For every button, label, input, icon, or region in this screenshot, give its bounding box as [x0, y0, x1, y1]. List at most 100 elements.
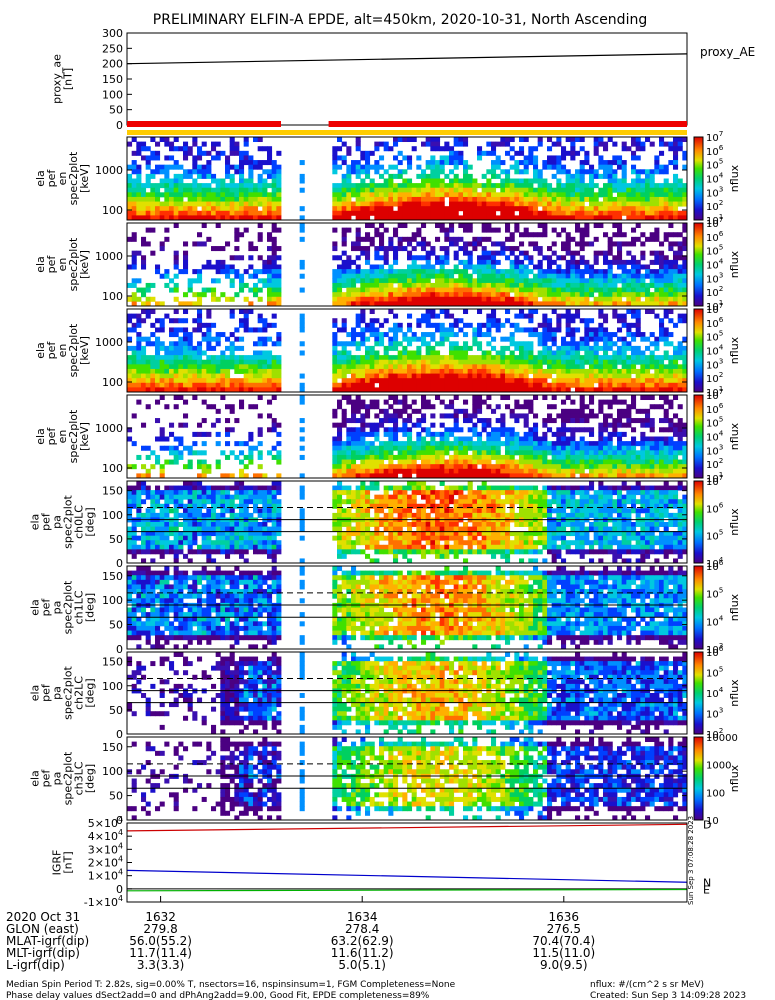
colorbar-tick-label: 107: [706, 387, 723, 402]
colorbar-tick-label: 102: [706, 284, 723, 299]
y-axis-label-line: pef: [40, 769, 53, 788]
colorbar-tick-label: 101: [706, 384, 723, 399]
y-tick-label: 1000: [95, 250, 123, 263]
y-axis-label-line: ela: [34, 256, 47, 273]
colorbar-tick-label: 103: [706, 270, 723, 285]
y-axis-label-line: pef: [45, 427, 58, 446]
series-line: [126, 888, 688, 892]
y-axis-label-line: IGRF: [51, 850, 64, 876]
colorbar-label: nflux: [728, 164, 741, 192]
colorbar-label: nflux: [728, 508, 741, 536]
plot-title: PRELIMINARY ELFIN-A EPDE, alt=450km, 202…: [153, 12, 647, 28]
colorbar-tick-label: 105: [706, 528, 723, 543]
panel-frame: [126, 222, 688, 307]
y-axis-label-line: [deg]: [84, 593, 97, 622]
y-axis-label-line: pef: [45, 169, 58, 188]
x-row-value: 11.5(11.0): [532, 946, 595, 960]
x-row-value: 56.0(55.2): [129, 934, 192, 948]
colorbar-tick-label: 104: [706, 429, 724, 444]
panel-frame: [126, 736, 688, 821]
y-axis-label-line: ch2LC: [73, 676, 86, 710]
y-tick-label: 150: [102, 73, 123, 86]
colorbar-tick-label: 1000: [706, 761, 731, 772]
colorbar-tick-label: 102: [706, 726, 723, 741]
y-axis-label-line: ela: [29, 599, 42, 616]
colorbar-tick-label: 107: [706, 129, 723, 144]
y-axis-label-line: ela: [34, 170, 47, 187]
y-axis-label-igrf: IGRF[nT]: [51, 850, 75, 876]
colorbar-tick-label: 104: [706, 555, 724, 570]
x-row-value: 1632: [145, 910, 176, 924]
colorbar-tick-label: 104: [706, 257, 724, 272]
y-axis-label-line: spec2plot: [67, 237, 80, 291]
y-tick-label: 50: [109, 790, 123, 803]
y-tick-label: 3×104: [88, 841, 123, 856]
y-tick-label: 100: [102, 680, 123, 693]
x-row-value: 9.0(9.5): [540, 958, 588, 972]
footer-units: nflux: #/(cm^2 s sr MeV): [590, 980, 704, 990]
panel-frame: [126, 308, 688, 393]
series-line: [126, 53, 688, 65]
footer-created: Created: Sun Sep 3 14:09:28 2023: [590, 991, 746, 1000]
x-row-value: 3.3(3.3): [137, 958, 185, 972]
y-tick-label: 150: [102, 485, 123, 498]
colorbar-strip: [693, 480, 704, 564]
y-axis-label-line: ela: [29, 770, 42, 787]
x-row-value: 11.6(11.2): [331, 946, 394, 960]
panel-frame: [126, 822, 688, 903]
colorbar-pa2: 102 103 104 105 106 nflux: [693, 644, 741, 741]
y-tick-label: 0: [116, 883, 123, 896]
y-axis-label-line: ela: [34, 342, 47, 359]
footer: Median Spin Period T: 2.82s, sig=0.00% T…: [6, 980, 746, 1000]
y-axis-label-line: [keV]: [78, 250, 91, 279]
colorbar-tick-label: 106: [706, 229, 724, 244]
colorbar-tick-label: 103: [706, 706, 723, 721]
y-tick-label: 0: [116, 814, 123, 827]
y-axis-label-line: pef: [40, 512, 53, 531]
y-tick-label: 0: [116, 557, 123, 570]
x-row-label: GLON (east): [6, 922, 79, 936]
footer-line2: Phase delay values dSect2add=0 and dPhAn…: [6, 991, 430, 1000]
colorbar-strip: [693, 736, 704, 821]
y-tick-label: 1000: [95, 336, 123, 349]
status-bars: [127, 121, 687, 135]
panel-en1: elapefenspec2plot[keV]100100010110210310…: [34, 129, 741, 227]
colorbar-tick-label: 101: [706, 470, 723, 485]
colorbar-strip: [693, 136, 704, 221]
y-axis-label-line: en: [56, 430, 69, 444]
colorbar-pa0: 104 105 106 107 nflux: [693, 473, 741, 570]
y-axis-label-line: spec2plot: [62, 751, 75, 805]
y-tick-label: 50: [109, 533, 123, 546]
colorbar-tick-label: 103: [706, 356, 723, 371]
x-row-value: 11.7(11.4): [129, 946, 192, 960]
panel-frame: [126, 394, 688, 479]
panel-en3: elapefenspec2plot[keV]100100010110210310…: [34, 301, 741, 399]
y-axis-label-line: spec2plot: [67, 323, 80, 377]
y-axis-label-line: pef: [45, 341, 58, 360]
x-row-label: MLAT-igrf(dip): [6, 934, 89, 948]
y-tick-label: 2×104: [88, 855, 123, 870]
colorbar-tick-label: 107: [706, 215, 723, 230]
panel-frame: [126, 651, 688, 735]
y-axis-label-line: pa: [51, 772, 64, 786]
y-tick-label: 5×104: [88, 815, 123, 830]
series-label: proxy_AE: [700, 45, 755, 59]
y-axis-label-line: [keV]: [78, 164, 91, 193]
y-tick-label: 100: [102, 88, 123, 101]
y-tick-label: 0: [116, 728, 123, 741]
status-bar-red: [127, 121, 281, 127]
y-tick-label: 250: [102, 42, 123, 55]
y-tick-label: 4×104: [88, 828, 123, 843]
y-axis-label-line: [keV]: [78, 422, 91, 451]
y-axis-label-line: [deg]: [84, 678, 97, 707]
y-axis-label-line: en: [56, 172, 69, 186]
colorbar-tick-label: 102: [706, 370, 723, 385]
y-tick-label: 150: [102, 656, 123, 669]
